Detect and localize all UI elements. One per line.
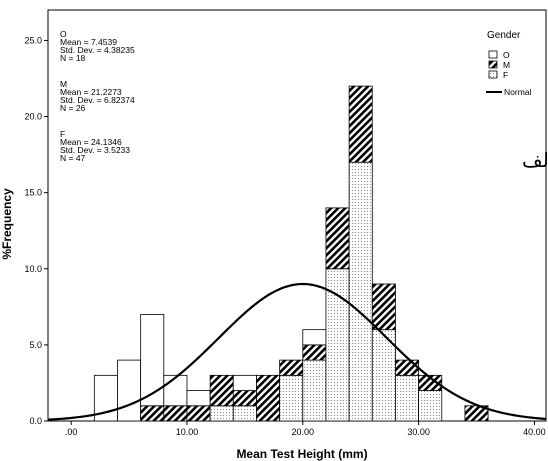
legend-swatch-O [488,50,498,59]
bar-O-8 [163,374,188,407]
x-tick-label: 20.00 [292,427,315,437]
stat-line: Std. Dev. = 3.5233 [60,145,130,155]
bar-F-12 [209,405,234,422]
stat-group-label: M [60,79,67,89]
stat-line: N = 47 [60,153,86,163]
bar-M-30 [418,374,443,391]
bar-O-4 [117,359,142,422]
axes: .00 10.00 20.00 30.00 40.00 0.0 5.0 10.0 15.0 20.… [24,35,545,437]
legend: Gender OMF Normal [486,30,532,97]
bar-M-10 [186,405,211,422]
bar-M-8 [163,405,188,422]
bar-F-30 [418,390,443,422]
stat-line: Std. Dev. = 6.82374 [60,95,135,105]
stat-group-label: O [60,29,67,39]
y-axis-label: %Frequency [0,188,14,260]
legend-label-O: O [503,50,510,60]
bar-F-14 [232,405,257,422]
stat-line: Mean = 24.1346 [60,137,122,147]
bar-O-14 [232,374,257,391]
stat-line: N = 26 [60,103,86,113]
bar-O-6 [140,314,165,407]
bar-M-12 [209,374,234,407]
bar-F-20 [302,359,327,422]
bar-M-24 [348,85,373,163]
y-tick-label: 20.0 [24,112,42,122]
plot-area [47,9,547,422]
bar-F-24 [348,161,373,422]
stat-line: Mean = 7.4539 [60,37,117,47]
bar-O-20 [302,329,327,346]
y-tick-label: 25.0 [24,35,42,45]
bar-M-6 [140,405,165,422]
stat-group-label: F [60,129,65,139]
stat-line: N = 18 [60,53,86,63]
legend-normal-label: Normal [504,87,532,97]
bar-M-20 [302,344,327,361]
y-tick-label: 10.0 [24,264,42,274]
bar-M-14 [232,390,257,407]
bar-O-10 [186,390,211,407]
legend-label-M: M [503,60,510,70]
bar-M-28 [395,359,420,376]
x-tick-label: .00 [65,427,78,437]
x-axis-label: Mean Test Height (mm) [236,447,367,461]
normal-curve-layer [47,282,547,421]
y-tick-label: 15.0 [24,188,42,198]
bar-M-16 [256,374,281,422]
y-tick-label: 5.0 [29,340,42,350]
stat-line: Std. Dev. = 4.38235 [60,45,135,55]
legend-swatch-M [488,60,498,69]
x-tick-label: 40.00 [523,427,546,437]
bar-M-26 [371,283,396,331]
bar-F-28 [395,374,420,422]
bar-M-22 [325,207,350,270]
legend-label-F: F [503,70,508,80]
histogram-bars [93,85,489,422]
x-tick-label: 30.00 [407,427,430,437]
legend-swatch-F [488,70,498,79]
bar-M-18 [279,359,304,376]
y-tick-label: 0.0 [29,416,42,426]
legend-title: Gender [487,30,521,41]
bar-F-18 [279,374,304,422]
stat-line: Mean = 21.2273 [60,87,122,97]
annotation-label: الف [522,148,548,172]
x-tick-label: 10.00 [176,427,199,437]
normal-curve [47,282,547,421]
plot-frame [47,9,547,422]
